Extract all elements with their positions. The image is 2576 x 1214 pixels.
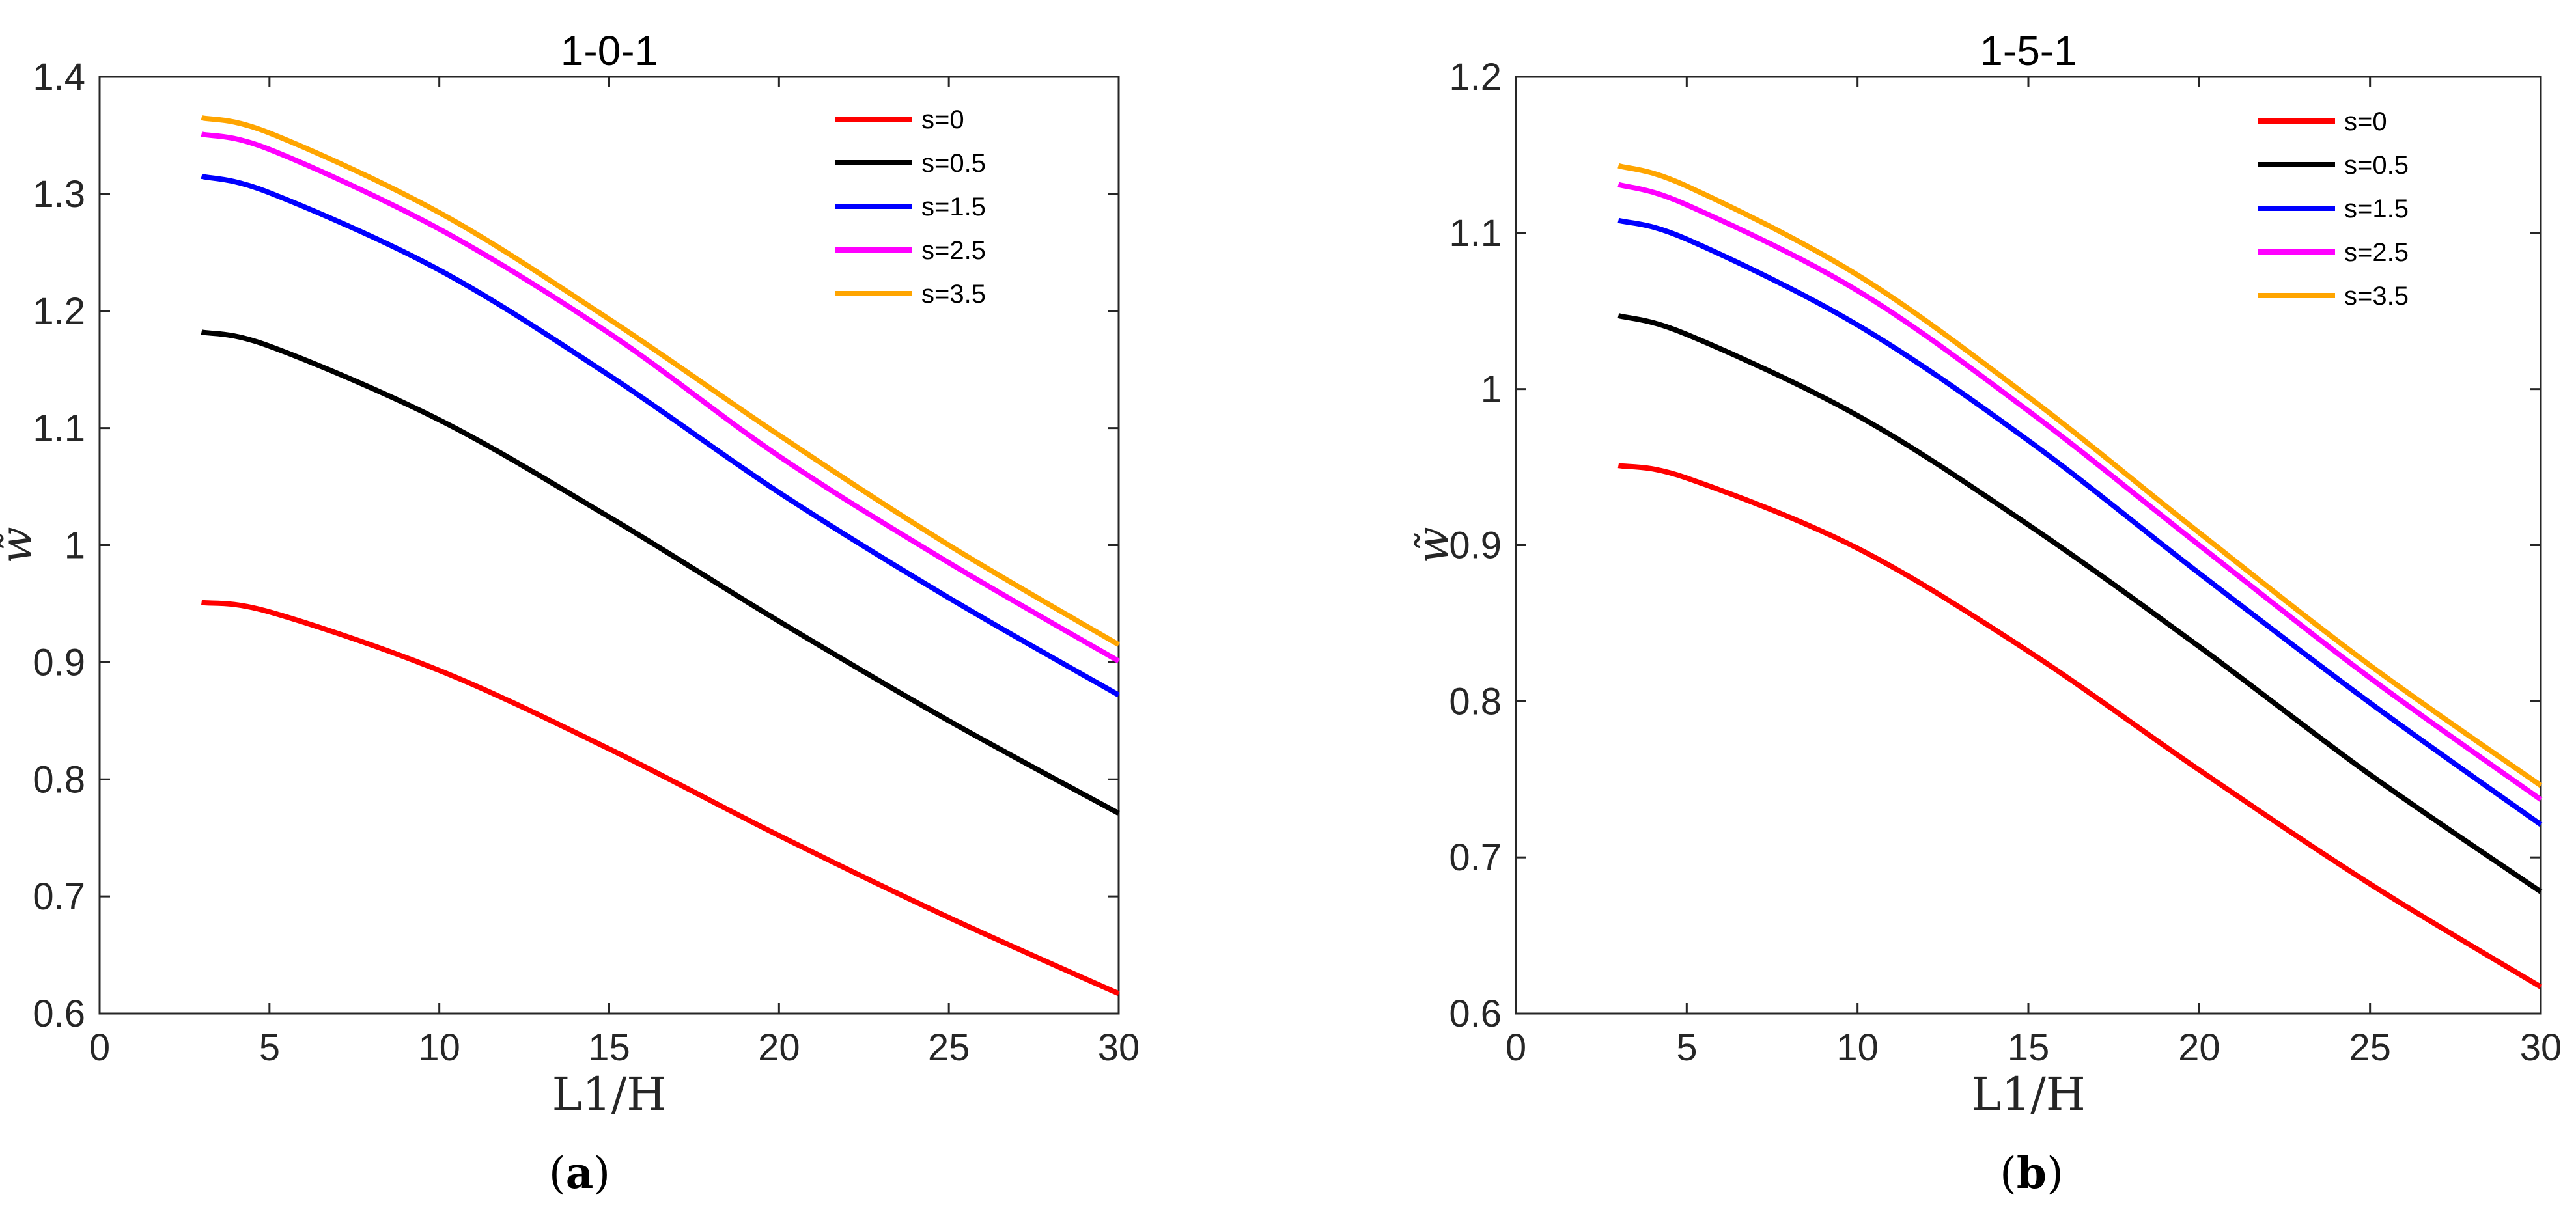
y-tick-label: 0.8 <box>33 758 85 801</box>
chart-title: 1-5-1 <box>1980 27 2077 74</box>
legend-label: s=2.5 <box>2344 238 2409 267</box>
y-tick-label: 0.9 <box>1449 525 1502 567</box>
x-tick-label: 0 <box>1505 1027 1526 1069</box>
panel-a: 0 5 10 15 20 25 30 0.6 0.7 0.8 0.9 1 1.1 1.2 1.3 1.4 1-0… <box>0 27 1140 1198</box>
x-tick-label: 10 <box>418 1027 460 1069</box>
y-tick-label: 0.7 <box>33 876 85 918</box>
x-tick-label: 30 <box>2520 1027 2562 1069</box>
y-tick-label: 0.9 <box>33 641 85 683</box>
x-tick-label: 15 <box>588 1027 630 1069</box>
y-tick-label: 1.3 <box>33 173 85 215</box>
y-tick-label: 1.1 <box>33 407 85 450</box>
legend-label: s=3.5 <box>921 280 986 309</box>
x-tick-label: 5 <box>1676 1027 1697 1069</box>
series-line-s-0-5 <box>1617 313 2543 894</box>
series-line-s-0 <box>1617 463 2543 989</box>
legend-label: s=0.5 <box>921 149 986 178</box>
panel-caption: (b) <box>2000 1148 2064 1198</box>
caption-open: ( <box>549 1148 566 1198</box>
legend-label: s=1.5 <box>2344 195 2409 223</box>
x-tick-label: 10 <box>1836 1027 1879 1069</box>
y-tick-label: 1.2 <box>33 290 85 333</box>
legend-label: s=3.5 <box>2344 282 2409 310</box>
x-tick-label: 20 <box>758 1027 800 1069</box>
y-tick-label: 0.6 <box>1449 993 1502 1035</box>
series-line-s-1-5 <box>1617 217 2543 827</box>
caption-letter: b <box>2017 1148 2047 1198</box>
series-line-s-1-5 <box>201 173 1120 698</box>
x-tick-label: 25 <box>928 1027 970 1069</box>
panel-caption: (a) <box>549 1148 610 1198</box>
y-tick-label: 0.6 <box>33 993 85 1035</box>
series-line-s-0-5 <box>201 329 1120 816</box>
series-line-s-0 <box>201 600 1120 997</box>
y-tick-label: 1.4 <box>33 56 85 98</box>
series-line-s-3-5 <box>201 115 1121 647</box>
x-axis-label: L1/H <box>552 1068 667 1121</box>
x-tick-label: 20 <box>2178 1027 2220 1069</box>
x-tick-label: 25 <box>2349 1027 2391 1069</box>
y-tick-label: 1 <box>1481 368 1502 411</box>
legend-label: s=0 <box>2344 107 2387 136</box>
y-tick-label: 1 <box>64 525 85 567</box>
x-tick-label: 15 <box>2008 1027 2050 1069</box>
legend-label: s=0 <box>921 105 964 134</box>
x-tick-label: 5 <box>259 1027 280 1069</box>
y-axis-label: w̃ <box>0 527 42 564</box>
caption-close: ) <box>593 1148 610 1198</box>
x-tick-label: 0 <box>89 1027 110 1069</box>
series-line-s-2-5 <box>201 131 1121 664</box>
caption-close: ) <box>2047 1148 2064 1198</box>
legend-label: s=0.5 <box>2344 151 2409 180</box>
y-tick-label: 1.1 <box>1449 212 1502 255</box>
y-tick-label: 0.7 <box>1449 836 1502 879</box>
x-axis-label: L1/H <box>1971 1068 2086 1121</box>
legend-label: s=2.5 <box>921 236 986 265</box>
legend-label: s=1.5 <box>921 193 986 221</box>
series-line-s-3-5 <box>1617 163 2543 788</box>
series-line-s-2-5 <box>1617 182 2543 802</box>
chart-title: 1-0-1 <box>561 27 658 74</box>
y-tick-label: 0.8 <box>1449 680 1502 723</box>
y-axis-label: w̃ <box>1408 527 1458 564</box>
x-tick-label: 30 <box>1098 1027 1140 1069</box>
y-tick-label: 1.2 <box>1449 56 1502 98</box>
caption-letter: a <box>566 1148 594 1198</box>
caption-open: ( <box>2000 1148 2017 1198</box>
panel-b: 0 5 10 15 20 25 30 0.6 0.7 0.8 0.9 1 1.1 1.2 1-5-1 L1/H… <box>1408 27 2562 1198</box>
